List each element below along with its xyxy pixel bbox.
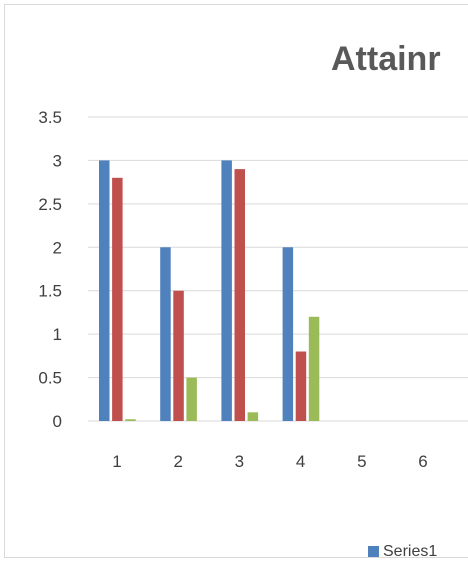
x-tick-label: 3 [235, 452, 244, 471]
y-tick-label: 2.5 [38, 195, 62, 214]
bar [221, 160, 232, 421]
bar [160, 247, 171, 421]
x-tick-label: 2 [173, 452, 182, 471]
y-tick-label: 1 [53, 325, 62, 344]
y-tick-label: 3.5 [38, 108, 62, 127]
legend: Series1 [368, 543, 437, 560]
x-axis-ticks: 1 2 3 4 5 6 [112, 452, 427, 471]
legend-label: Series1 [383, 543, 437, 560]
legend-swatch [368, 546, 379, 557]
x-tick-label: 4 [296, 452, 305, 471]
x-tick-label: 5 [357, 452, 366, 471]
bar [234, 169, 245, 421]
bar [125, 419, 136, 421]
gridlines [88, 116, 468, 422]
bar [173, 290, 184, 421]
y-tick-label: 0.5 [38, 369, 62, 388]
y-axis-ticks: 0 0.5 1 1.5 2 2.5 3 3.5 [38, 108, 62, 431]
bar [295, 351, 307, 421]
bar [282, 247, 294, 421]
y-tick-label: 0 [53, 412, 62, 431]
bar [186, 377, 197, 421]
y-tick-label: 3 [53, 151, 62, 170]
y-tick-label: 2 [53, 238, 62, 257]
bar [112, 177, 123, 421]
bar [308, 316, 320, 421]
bar [247, 412, 259, 421]
x-tick-label: 1 [112, 452, 121, 471]
bars [99, 160, 320, 421]
x-tick-label: 6 [418, 452, 427, 471]
bar [99, 160, 110, 421]
y-tick-label: 1.5 [38, 282, 62, 301]
chart-title: Attainr [331, 40, 441, 78]
